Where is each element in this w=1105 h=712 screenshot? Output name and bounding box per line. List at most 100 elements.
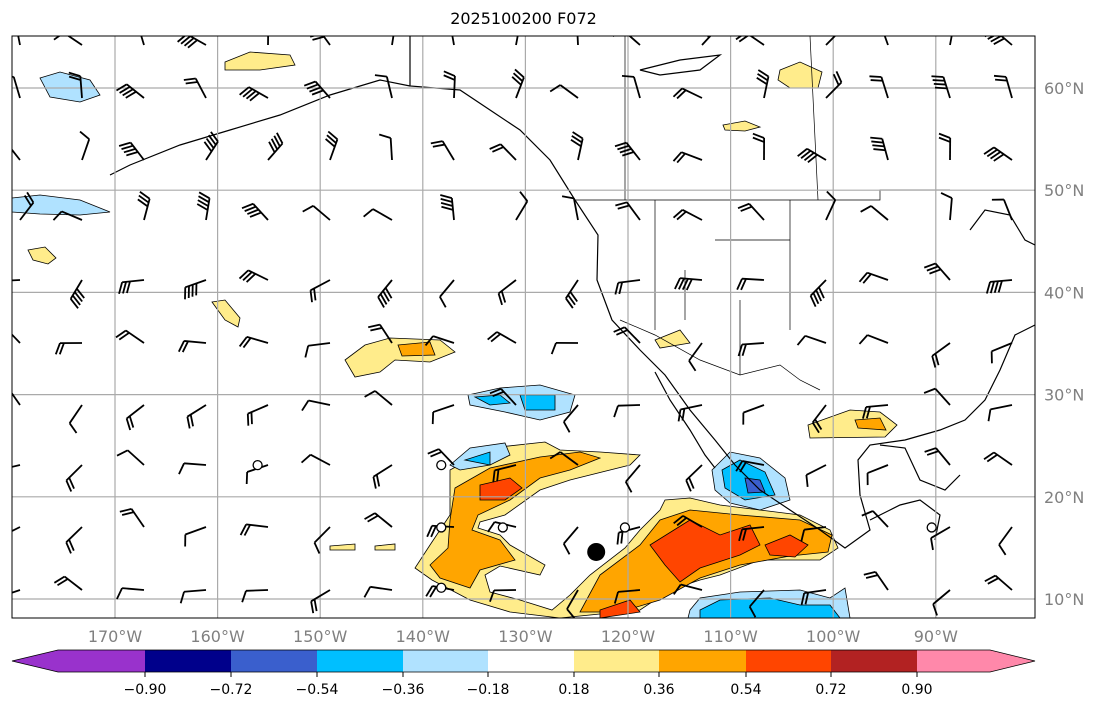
- wind-barb: [861, 510, 889, 528]
- wind-barb: [797, 147, 827, 164]
- wind-barb: [489, 589, 517, 602]
- wind-barb: [748, 589, 765, 618]
- wind-barb: [12, 589, 21, 594]
- wind-barb: [310, 589, 331, 614]
- colorbar-outline: [11, 649, 1036, 673]
- wind-barb: [869, 75, 889, 99]
- colorbar-tick-label: 0.90: [901, 682, 932, 698]
- wind-barb: [302, 205, 331, 221]
- wind-barb: [427, 448, 455, 466]
- positive-anomaly-region: [649, 519, 761, 583]
- calm-station-circle: [436, 522, 447, 533]
- wind-barb: [65, 464, 83, 492]
- wind-barb: [140, 36, 145, 46]
- wind-barb: [549, 451, 579, 466]
- wind-barb: [443, 70, 456, 99]
- wind-barb: [267, 132, 284, 161]
- wind-barbs: [12, 36, 1013, 618]
- wind-barb: [515, 36, 519, 46]
- wind-barb: [565, 279, 579, 309]
- wind-barb: [613, 326, 641, 344]
- negative-anomaly-region: [39, 71, 101, 103]
- wind-barb: [179, 589, 207, 604]
- wind-barb: [985, 279, 1013, 294]
- positive-anomaly-region: [854, 417, 887, 431]
- positive-anomaly-region: [777, 61, 823, 89]
- wind-barb: [239, 523, 269, 536]
- colorbar: −0.90 −0.72 −0.54 −0.36 −0.18 0.18 0.36 0.54 0.7…: [11, 649, 1036, 698]
- wind-barb: [196, 191, 211, 221]
- latitude-label: 30°N: [1044, 386, 1084, 405]
- colorbar-tick-label: −0.72: [210, 682, 253, 698]
- calm-station-circle: [436, 582, 447, 593]
- positive-anomaly-region: [429, 451, 602, 589]
- wind-barb: [738, 526, 765, 542]
- wind-barb: [451, 36, 455, 46]
- wind-barb: [374, 74, 393, 99]
- negative-anomaly-region: [699, 597, 841, 618]
- wind-barb: [69, 279, 85, 309]
- longitude-labels: 170°W 160°W 150°W 140°W 130°W 120°W 110°W 100°W…: [88, 627, 958, 646]
- coastlines: [109, 36, 1035, 549]
- wind-barb: [613, 589, 641, 604]
- wind-barb: [736, 277, 765, 291]
- anomaly-fill: [12, 51, 898, 618]
- latitude-labels: 60°N 50°N 40°N 30°N 20°N 10°N: [1044, 79, 1084, 609]
- wind-barb: [825, 36, 837, 46]
- wind-barb: [612, 36, 641, 46]
- positive-anomaly-region: [344, 337, 456, 378]
- wind-barb: [186, 404, 207, 429]
- wind-barb: [303, 80, 331, 99]
- wind-barb: [12, 279, 21, 282]
- wind-barb: [309, 279, 331, 303]
- wind-barb: [515, 191, 529, 221]
- wind-barb: [672, 151, 703, 164]
- wind-barb: [304, 342, 331, 358]
- wind-barb: [742, 404, 765, 425]
- colorbar-segment: [746, 650, 831, 672]
- wind-barb: [300, 453, 331, 466]
- wind-barb: [924, 447, 951, 466]
- wind-barb: [615, 201, 641, 221]
- wind-barb: [424, 335, 455, 346]
- colorbar-tick-label: −0.54: [296, 682, 339, 698]
- wind-barb: [177, 36, 207, 49]
- longitude-label: 100°W: [806, 627, 861, 646]
- wind-barb: [883, 36, 889, 46]
- station-markers: [252, 459, 937, 593]
- wind-barb: [562, 526, 579, 555]
- colorbar-tick-label: 0.36: [643, 682, 674, 698]
- wind-barb: [998, 526, 1013, 556]
- longitude-label: 110°W: [703, 627, 758, 646]
- wind-barb: [685, 464, 703, 492]
- colorbar-tick-label: 0.72: [815, 682, 846, 698]
- wind-barb: [673, 515, 703, 528]
- longitude-label: 160°W: [190, 627, 245, 646]
- wind-barb: [119, 508, 145, 528]
- wind-barb: [621, 74, 641, 99]
- wind-barb: [800, 589, 827, 606]
- wind-barb: [866, 464, 889, 486]
- positive-anomaly-region: [764, 534, 809, 558]
- wind-barb: [65, 526, 83, 554]
- wind-barb: [118, 279, 145, 295]
- latitude-label: 20°N: [1044, 488, 1084, 507]
- wind-barb: [677, 404, 703, 422]
- wind-barb: [930, 526, 951, 551]
- wind-barb: [688, 342, 703, 372]
- latitude-label: 10°N: [1044, 590, 1084, 609]
- wind-barb: [674, 277, 703, 291]
- wind-barb: [177, 340, 207, 353]
- wind-barb: [12, 391, 21, 406]
- wind-barb: [549, 84, 579, 99]
- wind-barb: [938, 132, 952, 161]
- wind-barb: [862, 404, 889, 419]
- wind-barb: [737, 342, 765, 357]
- wind-barb: [440, 194, 455, 221]
- wind-barb: [752, 132, 766, 161]
- wind-barb: [931, 342, 951, 368]
- wind-barb: [183, 77, 207, 99]
- wind-barb: [932, 589, 951, 616]
- colorbar-tick-label: −0.18: [467, 682, 510, 698]
- wind-barb: [860, 205, 889, 221]
